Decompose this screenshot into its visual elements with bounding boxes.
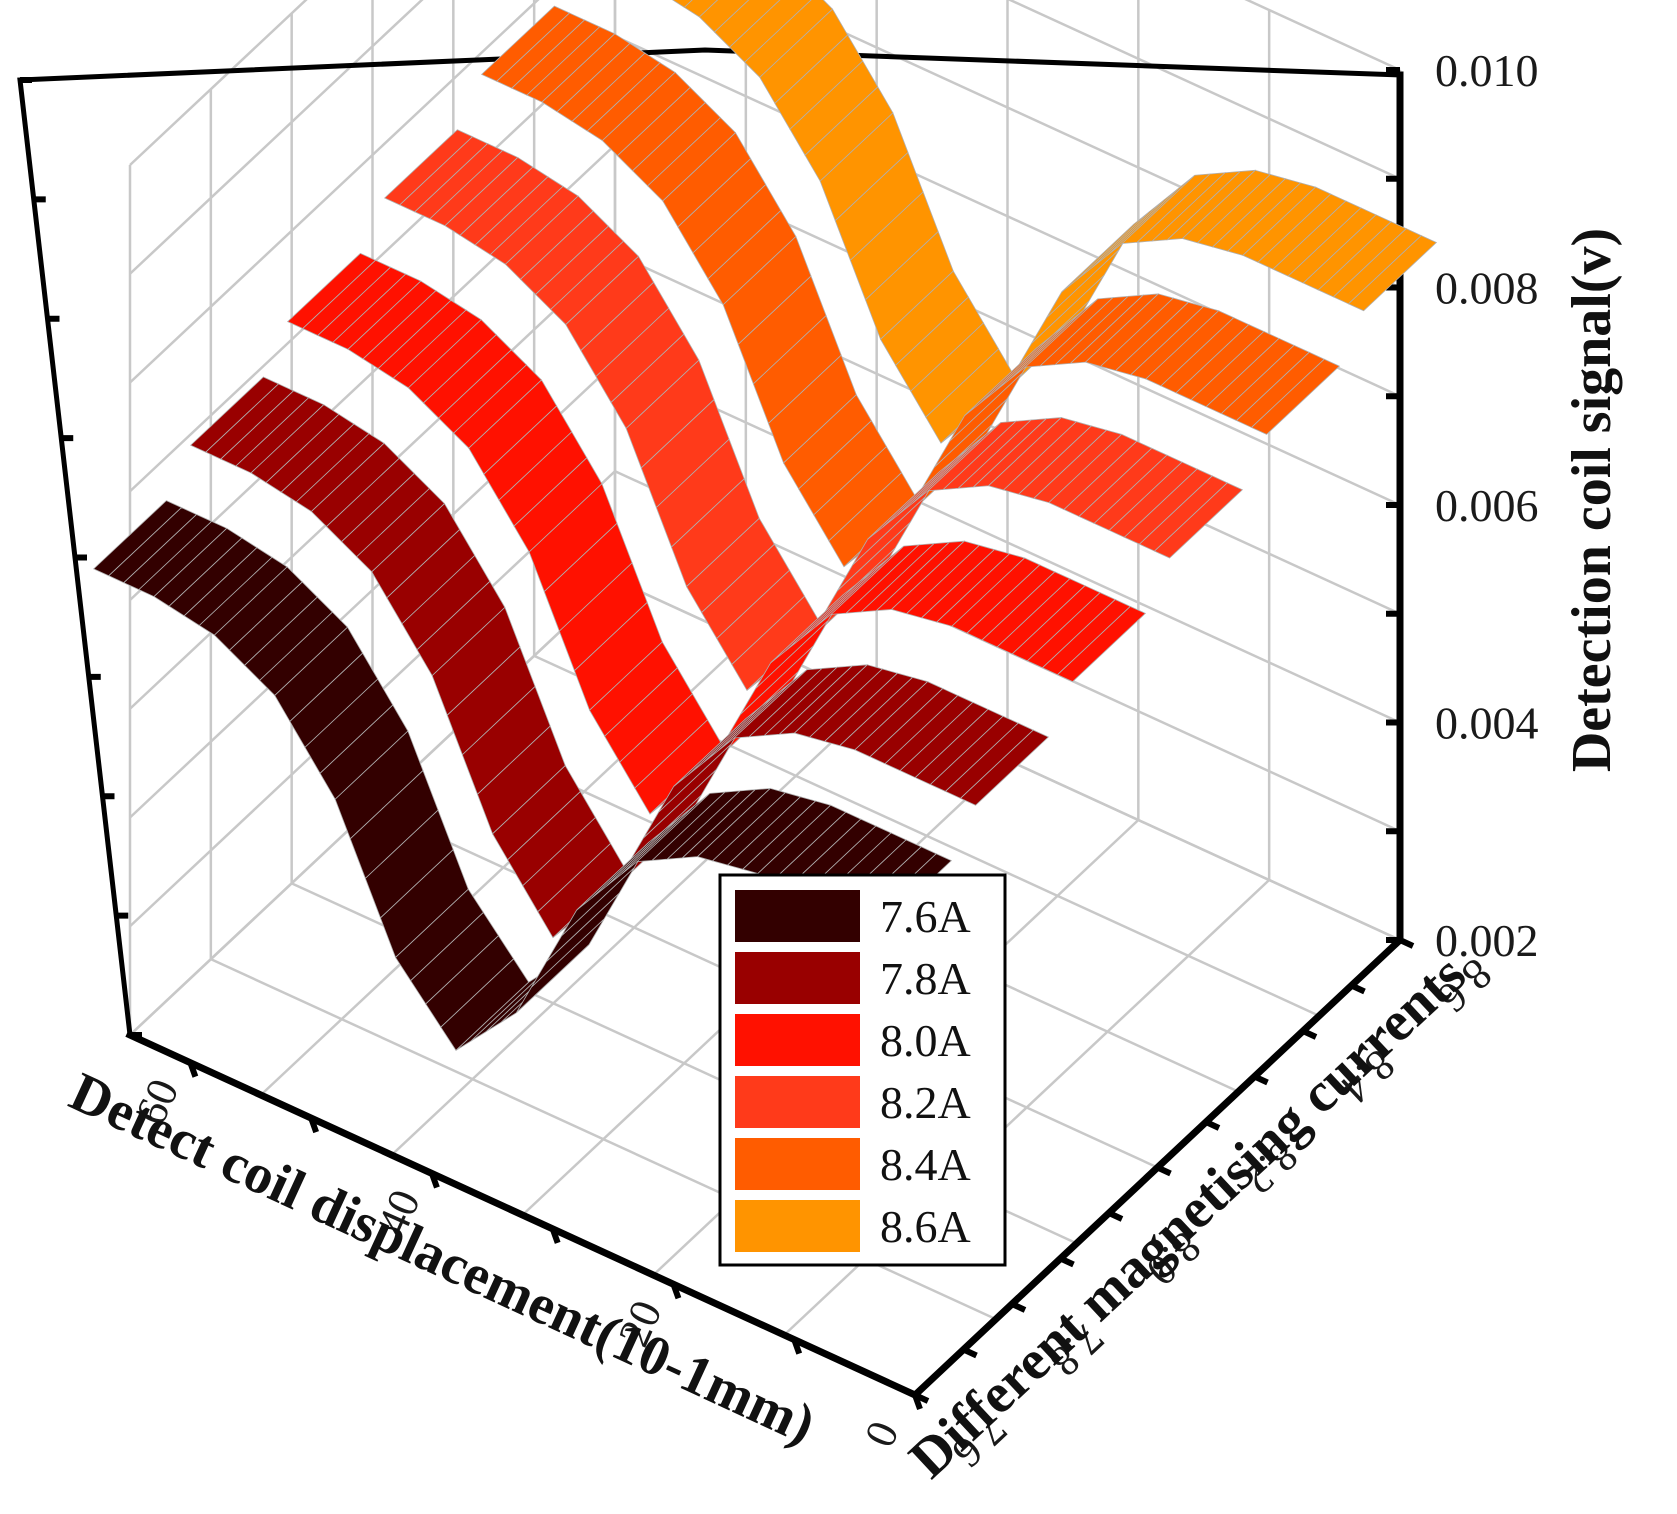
ribbon-layer [92,0,1438,1052]
y-tick [1253,1073,1269,1086]
x-tick [187,1061,199,1078]
y-tick [1301,1028,1318,1040]
ribbon-segment [672,0,693,8]
y-tick [1204,1119,1221,1131]
ribbon-8.6A [672,0,1438,444]
ribbon-segment [1153,482,1244,559]
legend-swatch [735,1200,860,1252]
x-axis-line [125,1030,920,1400]
legend-label: 8.0A [880,1015,971,1066]
ribbon-8.0A [286,252,1147,815]
ribbon-segment [729,0,812,63]
y-tick [1156,1164,1172,1177]
legend-swatch [735,1076,860,1128]
legend-label: 7.6A [880,891,971,942]
y-tick [1398,937,1415,949]
y-tick [913,1392,930,1404]
z-tick-label: 0.010 [1435,45,1539,96]
x-tick [308,1117,319,1134]
legend-swatch [735,1138,860,1190]
legend-label: 8.2A [880,1077,971,1128]
z-tick-label: 0.006 [1435,480,1539,531]
ribbon-segment [1056,605,1147,683]
legend: 7.6A 7.8A 8.0A 8.2A 8.4A 8.6A [718,873,1007,1267]
y-tick [962,1346,978,1359]
z-axis-title: Detection coil signal(v) [1561,228,1623,772]
legend-label: 8.6A [880,1201,971,1252]
legend-swatch [735,890,860,942]
x-tick [670,1283,682,1300]
x-axis-title: Detect coil displacement(10-1mm) [61,1061,824,1457]
legend-swatch [735,952,860,1004]
legend-swatch [735,1014,860,1066]
ribbon-segment [713,0,781,48]
ribbon-segment [683,0,719,18]
ribbon-segment [959,729,1050,806]
x-tick [549,1227,561,1244]
y-tick [1350,982,1366,995]
y-tick [1010,1301,1027,1313]
z-tick-label: 0.004 [1435,698,1539,749]
z-tick-label: 0.002 [1435,915,1539,966]
ribbon-segment [515,918,605,1014]
y-tick [1107,1210,1124,1222]
ribbon-8.2A [383,129,1244,692]
y-tick [1059,1255,1075,1268]
ribbon-segment [698,0,750,33]
x-tick [791,1338,803,1355]
ribbon-8.4A [480,5,1341,568]
z-tick-label: 0.008 [1435,263,1539,314]
legend-label: 7.8A [880,953,971,1004]
legend-label: 8.4A [880,1139,971,1190]
x-tick [429,1172,440,1189]
ribbon-7.8A [189,376,1050,939]
ribbon-segment [1250,358,1341,435]
ribbon-segment [1347,235,1438,312]
